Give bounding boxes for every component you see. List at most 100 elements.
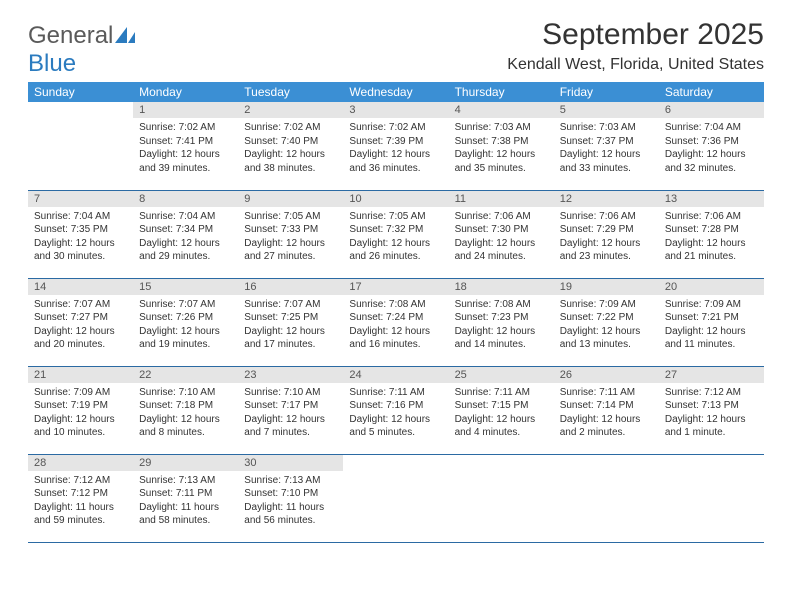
daylight-line: Daylight: 12 hours and 26 minutes. (349, 237, 442, 264)
sunset-line: Sunset: 7:32 PM (349, 223, 442, 237)
sunrise-line: Sunrise: 7:07 AM (34, 298, 127, 312)
day-body: Sunrise: 7:11 AMSunset: 7:14 PMDaylight:… (554, 383, 659, 444)
sunset-line: Sunset: 7:12 PM (34, 487, 127, 501)
calendar-week-row: 21Sunrise: 7:09 AMSunset: 7:19 PMDayligh… (28, 366, 764, 454)
sunrise-line: Sunrise: 7:11 AM (560, 386, 653, 400)
day-body: Sunrise: 7:12 AMSunset: 7:13 PMDaylight:… (659, 383, 764, 444)
calendar-empty-cell (449, 454, 554, 542)
sunset-line: Sunset: 7:41 PM (139, 135, 232, 149)
day-body: Sunrise: 7:02 AMSunset: 7:39 PMDaylight:… (343, 118, 448, 179)
sunset-line: Sunset: 7:35 PM (34, 223, 127, 237)
daylight-line: Daylight: 12 hours and 32 minutes. (665, 148, 758, 175)
daylight-line: Daylight: 12 hours and 4 minutes. (455, 413, 548, 440)
sunrise-line: Sunrise: 7:03 AM (560, 121, 653, 135)
day-number: 19 (554, 279, 659, 295)
day-number: 11 (449, 191, 554, 207)
day-body: Sunrise: 7:07 AMSunset: 7:25 PMDaylight:… (238, 295, 343, 356)
sunset-line: Sunset: 7:23 PM (455, 311, 548, 325)
calendar-day-cell: 19Sunrise: 7:09 AMSunset: 7:22 PMDayligh… (554, 278, 659, 366)
day-number: 17 (343, 279, 448, 295)
sunrise-line: Sunrise: 7:13 AM (244, 474, 337, 488)
sunset-line: Sunset: 7:18 PM (139, 399, 232, 413)
calendar-day-cell: 28Sunrise: 7:12 AMSunset: 7:12 PMDayligh… (28, 454, 133, 542)
day-body: Sunrise: 7:11 AMSunset: 7:15 PMDaylight:… (449, 383, 554, 444)
sunset-line: Sunset: 7:21 PM (665, 311, 758, 325)
sunset-line: Sunset: 7:37 PM (560, 135, 653, 149)
day-body: Sunrise: 7:13 AMSunset: 7:11 PMDaylight:… (133, 471, 238, 532)
daylight-line: Daylight: 12 hours and 10 minutes. (34, 413, 127, 440)
sunrise-line: Sunrise: 7:06 AM (560, 210, 653, 224)
calendar-day-cell: 16Sunrise: 7:07 AMSunset: 7:25 PMDayligh… (238, 278, 343, 366)
sunrise-line: Sunrise: 7:13 AM (139, 474, 232, 488)
sunrise-line: Sunrise: 7:05 AM (349, 210, 442, 224)
calendar-day-cell: 1Sunrise: 7:02 AMSunset: 7:41 PMDaylight… (133, 102, 238, 190)
daylight-line: Daylight: 12 hours and 39 minutes. (139, 148, 232, 175)
sunset-line: Sunset: 7:24 PM (349, 311, 442, 325)
day-body: Sunrise: 7:10 AMSunset: 7:18 PMDaylight:… (133, 383, 238, 444)
daylight-line: Daylight: 12 hours and 7 minutes. (244, 413, 337, 440)
day-number: 26 (554, 367, 659, 383)
calendar-day-cell: 10Sunrise: 7:05 AMSunset: 7:32 PMDayligh… (343, 190, 448, 278)
day-body: Sunrise: 7:05 AMSunset: 7:32 PMDaylight:… (343, 207, 448, 268)
sunset-line: Sunset: 7:14 PM (560, 399, 653, 413)
calendar-day-cell: 18Sunrise: 7:08 AMSunset: 7:23 PMDayligh… (449, 278, 554, 366)
weekday-header: Thursday (449, 82, 554, 102)
daylight-line: Daylight: 12 hours and 30 minutes. (34, 237, 127, 264)
calendar-day-cell: 9Sunrise: 7:05 AMSunset: 7:33 PMDaylight… (238, 190, 343, 278)
daylight-line: Daylight: 12 hours and 1 minute. (665, 413, 758, 440)
calendar-day-cell: 15Sunrise: 7:07 AMSunset: 7:26 PMDayligh… (133, 278, 238, 366)
calendar-day-cell: 6Sunrise: 7:04 AMSunset: 7:36 PMDaylight… (659, 102, 764, 190)
calendar-day-cell: 26Sunrise: 7:11 AMSunset: 7:14 PMDayligh… (554, 366, 659, 454)
sunrise-line: Sunrise: 7:11 AM (455, 386, 548, 400)
day-number: 28 (28, 455, 133, 471)
weekday-header: Saturday (659, 82, 764, 102)
daylight-line: Daylight: 12 hours and 11 minutes. (665, 325, 758, 352)
day-body: Sunrise: 7:09 AMSunset: 7:21 PMDaylight:… (659, 295, 764, 356)
day-number: 30 (238, 455, 343, 471)
calendar-day-cell: 8Sunrise: 7:04 AMSunset: 7:34 PMDaylight… (133, 190, 238, 278)
calendar-day-cell: 25Sunrise: 7:11 AMSunset: 7:15 PMDayligh… (449, 366, 554, 454)
weekday-header: Wednesday (343, 82, 448, 102)
daylight-line: Daylight: 12 hours and 2 minutes. (560, 413, 653, 440)
logo-text-1: General (28, 22, 113, 49)
day-number: 10 (343, 191, 448, 207)
sunrise-line: Sunrise: 7:02 AM (139, 121, 232, 135)
calendar-empty-cell (28, 102, 133, 190)
calendar-day-cell: 30 Sunrise: 7:13 AMSunset: 7:10 PMDayligh… (238, 454, 343, 542)
day-number: 7 (28, 191, 133, 207)
day-body: Sunrise: 7:06 AMSunset: 7:30 PMDaylight:… (449, 207, 554, 268)
sunrise-line: Sunrise: 7:06 AM (455, 210, 548, 224)
daylight-line: Daylight: 12 hours and 29 minutes. (139, 237, 232, 264)
day-body: Sunrise: 7:10 AMSunset: 7:17 PMDaylight:… (238, 383, 343, 444)
daylight-line: Daylight: 12 hours and 19 minutes. (139, 325, 232, 352)
calendar-day-cell: 12Sunrise: 7:06 AMSunset: 7:29 PMDayligh… (554, 190, 659, 278)
sunrise-line: Sunrise: 7:06 AM (665, 210, 758, 224)
day-body: Sunrise: 7:06 AMSunset: 7:28 PMDaylight:… (659, 207, 764, 268)
calendar-day-cell: 22Sunrise: 7:10 AMSunset: 7:18 PMDayligh… (133, 366, 238, 454)
calendar-empty-cell (343, 454, 448, 542)
sunset-line: Sunset: 7:16 PM (349, 399, 442, 413)
day-number: 9 (238, 191, 343, 207)
day-body: Sunrise: 7:09 AMSunset: 7:19 PMDaylight:… (28, 383, 133, 444)
daylight-line: Daylight: 12 hours and 23 minutes. (560, 237, 653, 264)
sunset-line: Sunset: 7:15 PM (455, 399, 548, 413)
daylight-line: Daylight: 12 hours and 21 minutes. (665, 237, 758, 264)
calendar-body: 1Sunrise: 7:02 AMSunset: 7:41 PMDaylight… (28, 102, 764, 542)
day-number: 6 (659, 102, 764, 118)
day-body: Sunrise: 7:07 AMSunset: 7:26 PMDaylight:… (133, 295, 238, 356)
day-body: Sunrise: 7:04 AMSunset: 7:35 PMDaylight:… (28, 207, 133, 268)
calendar-day-cell: 5Sunrise: 7:03 AMSunset: 7:37 PMDaylight… (554, 102, 659, 190)
day-body: Sunrise: 7:07 AMSunset: 7:27 PMDaylight:… (28, 295, 133, 356)
sunset-line: Sunset: 7:22 PM (560, 311, 653, 325)
page-subtitle: Kendall West, Florida, United States (507, 56, 764, 74)
calendar-day-cell: 17Sunrise: 7:08 AMSunset: 7:24 PMDayligh… (343, 278, 448, 366)
daylight-line: Daylight: 11 hours and 56 minutes. (244, 501, 337, 528)
sunset-line: Sunset: 7:10 PM (244, 487, 337, 501)
day-body: Sunrise: 7:02 AMSunset: 7:40 PMDaylight:… (238, 118, 343, 179)
calendar-day-cell: 4Sunrise: 7:03 AMSunset: 7:38 PMDaylight… (449, 102, 554, 190)
sunrise-line: Sunrise: 7:10 AM (244, 386, 337, 400)
day-number: 4 (449, 102, 554, 118)
calendar-empty-cell (659, 454, 764, 542)
day-number: 29 (133, 455, 238, 471)
daylight-line: Daylight: 11 hours and 58 minutes. (139, 501, 232, 528)
